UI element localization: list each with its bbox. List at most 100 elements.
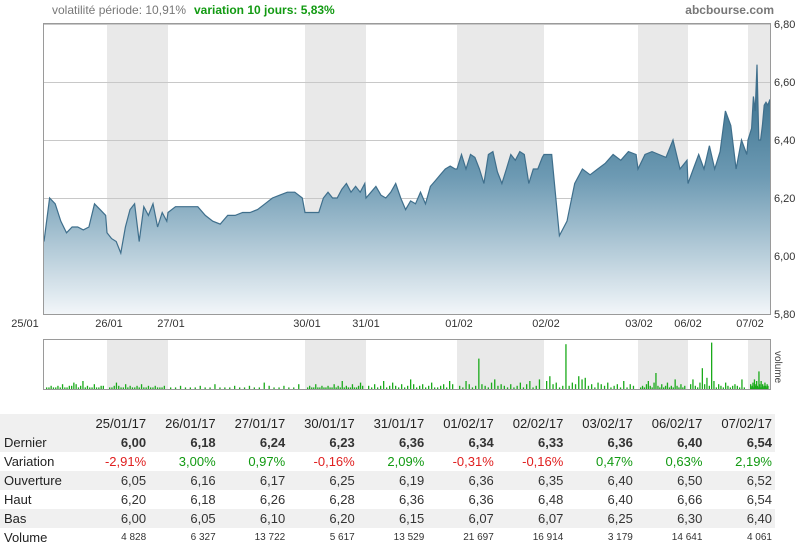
- volume-bar: [741, 379, 743, 389]
- volume-bar: [452, 384, 454, 389]
- volume-bar: [335, 387, 337, 389]
- table-cell: 2,09%: [387, 454, 425, 469]
- volume-bar: [307, 387, 309, 389]
- volume-bar: [641, 385, 644, 389]
- volume-bar: [692, 379, 694, 389]
- volume-bar: [755, 384, 757, 389]
- volume-bar: [184, 387, 187, 389]
- volume-bar: [357, 385, 360, 389]
- table-cell: 4 061: [746, 532, 772, 543]
- volume-bar: [732, 385, 734, 389]
- volume-bar: [440, 385, 442, 389]
- table-cell: 6,05: [120, 473, 147, 488]
- volume-bar: [98, 387, 100, 389]
- volume-bar: [443, 384, 445, 389]
- volume-bar: [311, 387, 313, 389]
- volume-bar: [754, 385, 756, 389]
- volume-bar: [410, 379, 412, 389]
- volume-bar: [113, 385, 115, 389]
- date-header: 02/02/17: [512, 416, 564, 431]
- volume-bar: [708, 385, 710, 389]
- table-cell: 13 529: [393, 532, 425, 543]
- table-cell: 13 722: [254, 532, 286, 543]
- volume-bar: [377, 387, 379, 389]
- volume-bar: [337, 385, 339, 389]
- volume-bar: [331, 387, 333, 389]
- volume-bar: [558, 387, 561, 389]
- volume-bar: [52, 387, 55, 389]
- volume-bar: [490, 382, 493, 389]
- volume-bar: [355, 387, 358, 389]
- volume-bar: [734, 384, 736, 389]
- table-cell: 6,40: [607, 473, 633, 488]
- volume-bar: [513, 387, 515, 389]
- volume-bar: [562, 385, 564, 389]
- volume-bar: [500, 384, 502, 389]
- date-header: 30/01/17: [304, 416, 355, 431]
- volume-bar: [413, 384, 415, 389]
- brand-label[interactable]: abcbourse.com: [685, 3, 774, 17]
- volume-bar: [61, 384, 64, 389]
- volume-bar: [317, 387, 319, 389]
- price-line: [43, 64, 771, 256]
- volume-bar: [59, 387, 61, 389]
- plot-frame: [43, 23, 771, 315]
- volume-bar: [706, 377, 708, 389]
- volume-bar: [763, 385, 765, 389]
- volume-bar: [362, 385, 364, 389]
- x-tick-label: 03/02: [625, 318, 653, 330]
- table-cell: -0,31%: [452, 454, 494, 469]
- date-header: 25/01/17: [95, 416, 147, 431]
- date-header: 06/02/17: [651, 416, 703, 431]
- volume-day-band: [638, 340, 688, 389]
- table-cell: 6,30: [677, 511, 703, 526]
- volume-bar: [603, 385, 606, 389]
- table-row: Volume 4 828 6 327 13 722 5 617 13 529 21 697 1…: [0, 528, 775, 547]
- table-row: Haut 6,20 6,18 6,26 6,28 6,36 6,36 6,48 6,40 6,66…: [0, 490, 775, 509]
- x-tick-label: 02/02: [532, 318, 560, 330]
- volume-bar: [655, 373, 657, 389]
- volume-bar: [610, 387, 612, 389]
- volume-day-band: [457, 340, 544, 389]
- volume-bar: [759, 384, 761, 389]
- table-cell: 6,66: [677, 492, 703, 507]
- volume-bar: [89, 387, 91, 389]
- volume-bar: [93, 384, 95, 389]
- x-tick-label: 31/01: [352, 318, 380, 330]
- volume-bar: [753, 379, 756, 389]
- volume-bar: [368, 385, 370, 389]
- volume-bar: [736, 385, 738, 389]
- volume-bar: [118, 385, 120, 389]
- volume-bar: [127, 387, 129, 389]
- volume-bar: [645, 384, 648, 389]
- volume-bar: [762, 387, 765, 389]
- volume-bar: [574, 384, 577, 389]
- volume-bar: [643, 387, 646, 389]
- volume-bar: [161, 387, 163, 389]
- volume-bar: [125, 384, 127, 389]
- volume-bar: [343, 387, 345, 389]
- volume-bar: [189, 387, 191, 389]
- volume-bar: [194, 387, 196, 389]
- volume-bar: [729, 387, 731, 389]
- volume-bar: [680, 384, 682, 389]
- volume-bar: [341, 381, 343, 389]
- x-tick-label: 01/02: [445, 318, 473, 330]
- volume-day-band: [107, 340, 168, 389]
- volume-bar: [219, 387, 221, 389]
- x-tick-label: 27/01: [157, 318, 185, 330]
- volume-bar: [55, 387, 57, 389]
- volume-bar: [386, 387, 388, 389]
- volume-frame: [43, 339, 771, 390]
- table-cell: 6,23: [329, 435, 355, 450]
- volume-bar: [481, 384, 483, 389]
- volume-bar: [497, 385, 499, 389]
- volume-bar: [475, 385, 477, 389]
- row-label: Haut: [4, 492, 32, 507]
- volume-bar: [632, 385, 635, 389]
- volume-bar: [757, 387, 759, 389]
- volume-bar: [678, 387, 680, 389]
- table-cell: 6,19: [398, 473, 425, 488]
- volume-bar: [519, 382, 521, 389]
- volume-bar: [549, 376, 551, 389]
